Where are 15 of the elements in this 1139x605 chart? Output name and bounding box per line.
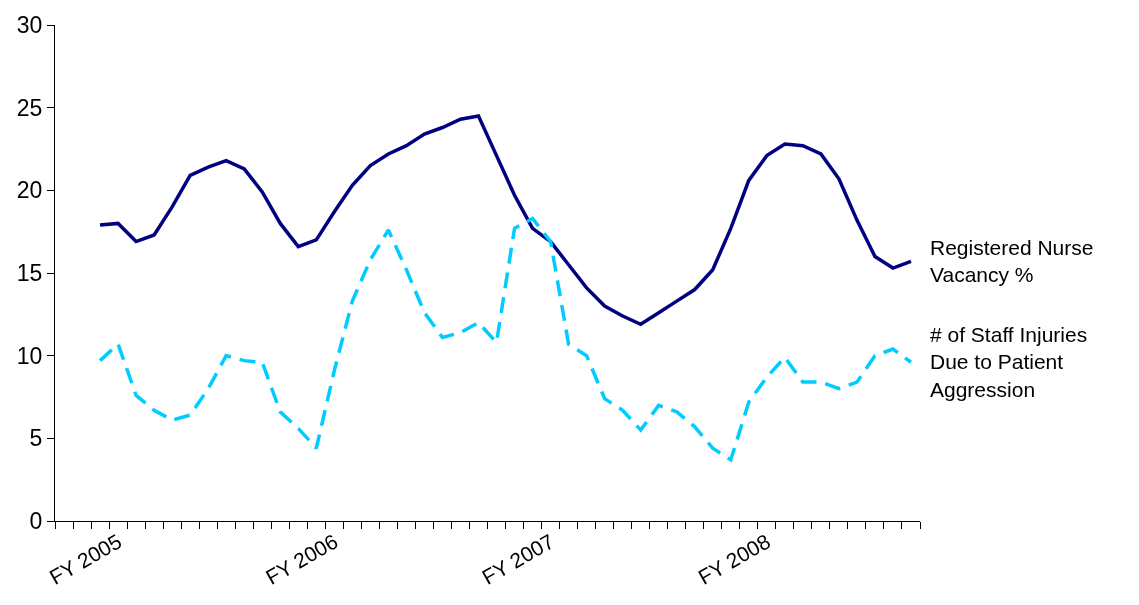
x-tick-label: FY 2008 xyxy=(694,529,775,589)
y-tick-label: 10 xyxy=(16,342,43,369)
y-tick-label: 30 xyxy=(16,12,43,39)
line-series xyxy=(98,216,913,462)
y-tick-label: 20 xyxy=(16,177,43,204)
x-tick-label: FY 2007 xyxy=(477,529,558,589)
y-tick-label: 15 xyxy=(16,260,43,287)
y-tick-label: 0 xyxy=(29,508,43,535)
series-label: Registered Nurse Vacancy % xyxy=(930,236,1094,287)
line-series xyxy=(98,114,913,326)
y-tick-label: 25 xyxy=(16,94,43,121)
x-tick-label: FY 2005 xyxy=(45,529,126,589)
x-tick-label: FY 2006 xyxy=(261,529,342,589)
series-label: # of Staff Injuries Due to Patient Aggression xyxy=(930,323,1088,401)
y-tick-label: 5 xyxy=(29,425,43,452)
